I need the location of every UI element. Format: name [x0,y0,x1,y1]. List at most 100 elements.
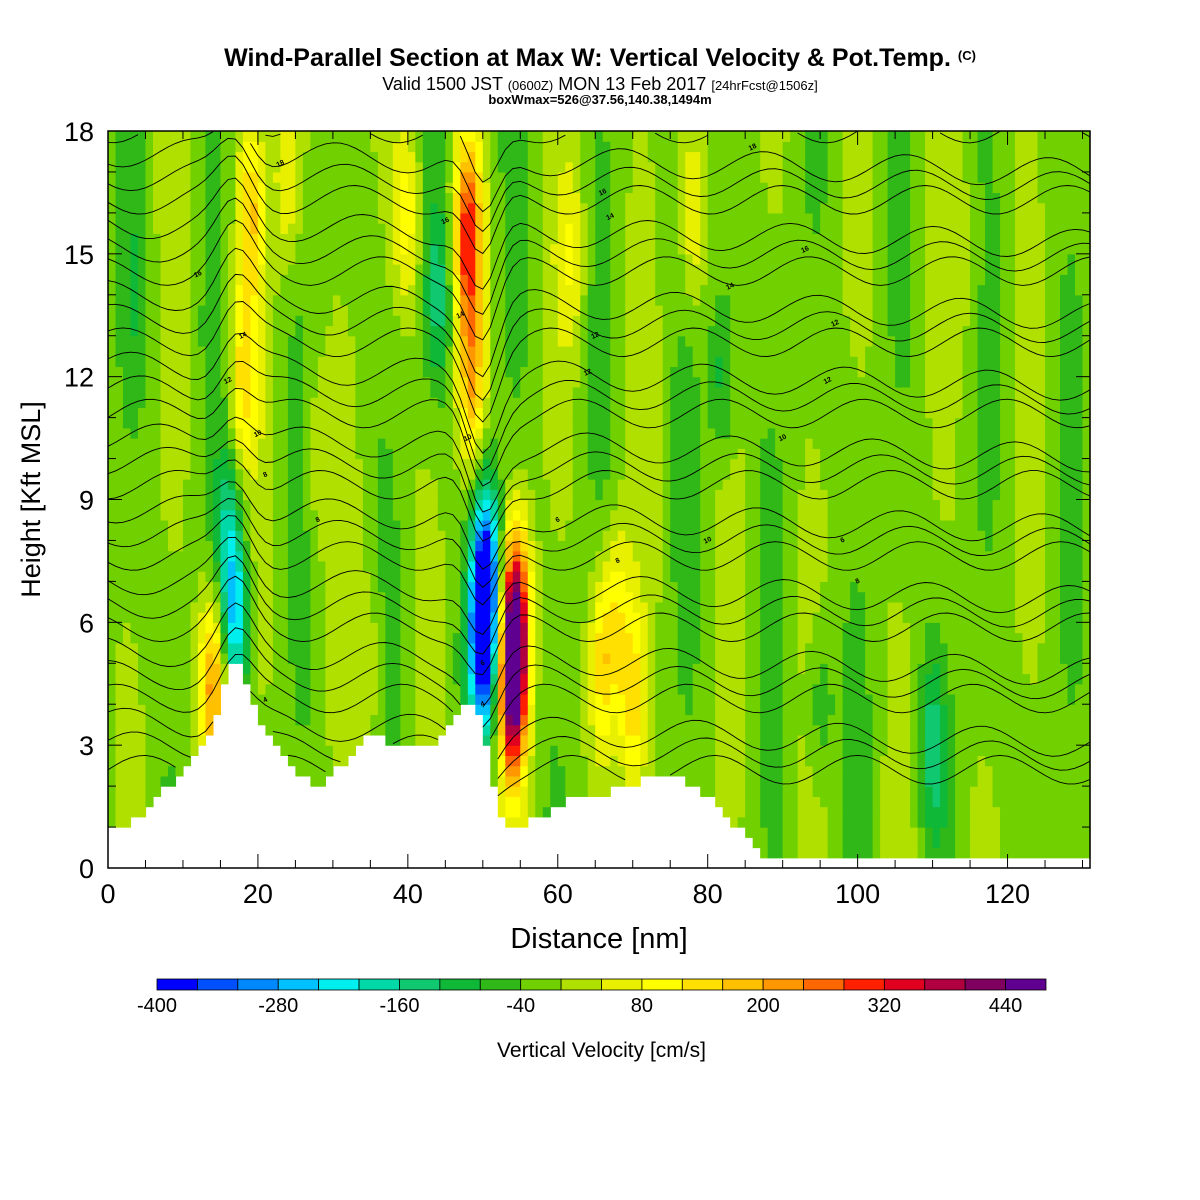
colorbar-tick-label: -400 [137,995,177,1017]
colorbar-tick-label: 80 [631,995,653,1017]
isentrope-label: 6 [480,660,487,668]
isentrope-label: 10 [463,434,473,444]
colorbar-tick-label: -280 [258,995,298,1017]
isentrope-line [107,137,1091,233]
isentrope-label: 12 [823,376,833,386]
colorbar-swatch [601,978,643,991]
y-tick-label: 18 [64,117,94,147]
isentrope-label: 12 [583,368,593,378]
isentrope-line [107,197,1091,315]
colorbar-swatch [520,978,562,991]
isentrope-label: 14 [725,282,735,292]
isentropes [107,130,1091,797]
chart-subtitle: Valid 1500 JST (0600Z) MON 13 Feb 2017 [… [382,74,818,94]
colorbar-swatch [681,978,724,991]
isentrope-label: 18 [276,159,286,169]
colorbar-swatch [1005,978,1047,991]
y-tick-label: 12 [64,363,94,393]
isentrope-line [107,691,1091,760]
colorbar-swatch [641,978,683,991]
x-tick-label: 20 [243,879,273,909]
x-tick-label: 80 [693,879,723,909]
isentrope-line [107,754,1091,797]
isentrope-label: 4 [262,696,269,704]
isentrope-label: 14 [605,212,615,222]
colorbar-tick-label: -160 [379,995,419,1017]
isentrope-line [107,131,1091,213]
isentrope-line [107,515,1091,606]
y-tick-label: 9 [79,486,94,516]
isentrope-line [107,575,1091,676]
isentrope-line [107,416,1091,513]
isentrope-label: 16 [440,217,450,227]
colorbar-swatch [237,978,279,991]
isentrope-line [107,498,1091,589]
colorbar-tick-label: -40 [506,995,535,1017]
velocity-field [108,131,1091,859]
isentrope-line [107,653,1091,740]
colorbar-tick-label: 320 [868,995,901,1017]
isentrope-line [107,247,1091,378]
isentrope-label: 8 [615,557,622,565]
isentrope-label: 8 [315,516,322,524]
colorbar-swatch [803,978,845,991]
y-tick-label: 15 [64,240,94,270]
colorbar-swatch [439,978,481,991]
isentrope-line [107,177,1091,290]
isentrope-line [107,387,1091,487]
isentrope-line [107,555,1091,655]
x-axis-label: Distance [nm] [510,923,687,955]
colorbar-swatch [479,978,522,991]
colorbar-swatch [197,978,239,991]
isentrope-label: 12 [830,319,840,329]
isentrope-line [107,439,1091,527]
x-tick-label: 40 [393,879,423,909]
colorbar-swatch [156,978,198,991]
x-tick-label: 0 [100,879,115,909]
isentrope-label: 8 [262,471,269,479]
isentrope-label: 10 [778,434,788,444]
colorbar-tick-label: 440 [989,995,1022,1017]
colorbar-swatch [560,978,602,991]
isentrope-line [107,360,1091,472]
chart-box-info: boxWmax=526@37.56,140.38,1494m [488,92,712,107]
colorbar-swatch [964,978,1006,991]
isentrope-label: 16 [598,188,608,198]
colorbar-swatch [924,978,966,991]
x-tick-label: 60 [543,879,573,909]
x-tick-label: 120 [985,879,1030,909]
isentrope-line [107,219,1091,341]
colorbar-swatch [722,978,764,991]
isentrope-line [107,627,1091,728]
isentrope-line [107,730,1091,779]
isentrope-label: 12 [590,331,600,341]
isentrope-line [107,536,1091,635]
isentrope-label: 16 [800,245,810,255]
isentrope-label: 16 [193,270,203,280]
y-tick-label: 6 [79,608,94,638]
colorbar-tick-label: 200 [746,995,779,1017]
chart-title: Wind-Parallel Section at Max W: Vertical… [224,44,976,72]
isentrope-line [107,332,1091,454]
colorbar-swatch [399,978,441,991]
isentrope-line [107,130,1091,183]
isentrope-label: 6 [555,516,562,524]
isentrope-label: 10 [703,536,713,546]
isentrope-line [107,301,1091,423]
y-axis-label: Height [Kft MSL] [16,401,46,598]
isentrope-line [107,273,1091,401]
colorbar-swatch [843,978,885,991]
x-tick-label: 100 [835,879,880,909]
colorbar-label: Vertical Velocity [cm/s] [497,1039,706,1062]
isentrope-label: 8 [855,578,862,586]
colorbar-swatch [883,978,926,991]
isentrope-label: 14 [455,311,465,321]
isentrope-line [107,481,1091,570]
isentrope-line [107,155,1091,255]
colorbar-swatch [358,978,400,991]
isentrope-line [107,602,1091,708]
isentrope-label: 18 [748,143,758,153]
colorbar-swatch [762,978,804,991]
y-tick-label: 3 [79,731,94,761]
